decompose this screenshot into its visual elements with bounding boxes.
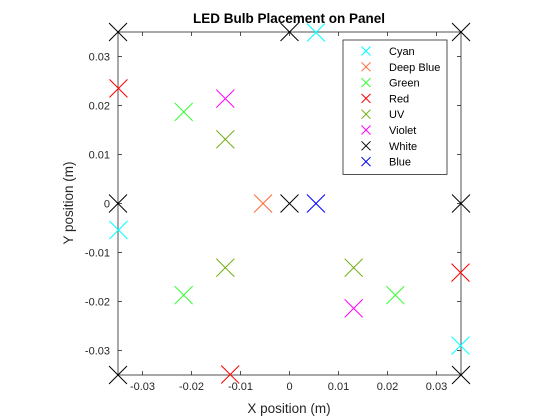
legend-box	[343, 40, 447, 174]
y-tick-label: 0	[104, 199, 110, 211]
legend-label: UV	[389, 109, 405, 121]
x-tick-label: -0.02	[179, 381, 204, 393]
y-tick-label: 0.02	[89, 101, 110, 113]
x-tick-label: 0.03	[426, 381, 447, 393]
legend: Cyan Deep Blue Green Red UV Violet White Blue	[343, 40, 447, 174]
y-tick-label: 0.01	[89, 150, 110, 162]
x-axis-label: X position (m)	[247, 401, 330, 416]
y-axis-label: Y position (m)	[61, 161, 76, 244]
x-tick-label: -0.03	[130, 381, 155, 393]
chart-title: LED Bulb Placement on Panel	[193, 11, 385, 26]
legend-label: Cyan	[389, 46, 415, 58]
y-tick-label: 0.03	[89, 52, 110, 64]
y-tick-label: -0.02	[85, 297, 110, 309]
legend-label: Green	[389, 78, 420, 90]
legend-label: Violet	[389, 125, 416, 137]
y-tick-label: -0.01	[85, 248, 110, 260]
legend-label: Deep Blue	[389, 62, 440, 74]
x-tick-label: 0.01	[328, 381, 349, 393]
x-tick-label: 0	[286, 381, 292, 393]
legend-label: Red	[389, 93, 409, 105]
legend-label: Blue	[389, 157, 411, 169]
x-tick-label: -0.01	[228, 381, 253, 393]
legend-label: White	[389, 141, 417, 153]
x-tick-label: 0.02	[377, 381, 398, 393]
y-tick-label: -0.03	[85, 346, 110, 358]
